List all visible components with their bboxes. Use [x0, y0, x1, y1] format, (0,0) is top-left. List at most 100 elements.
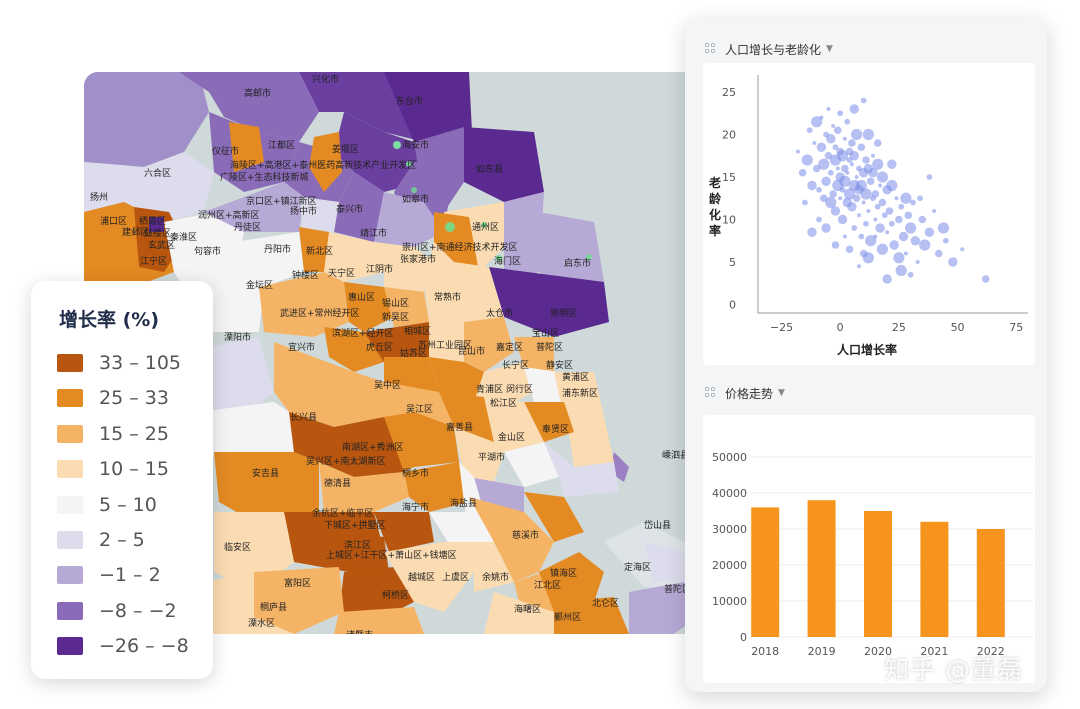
scatter-point[interactable]: [807, 227, 817, 237]
scatter-point[interactable]: [866, 209, 871, 213]
scatter-point[interactable]: [910, 199, 916, 206]
scatter-point[interactable]: [837, 214, 848, 225]
scatter-point[interactable]: [806, 127, 813, 134]
scatter-point[interactable]: [812, 164, 821, 173]
scatter-point[interactable]: [960, 247, 965, 252]
scatter-point[interactable]: [919, 239, 931, 251]
scatter-point[interactable]: [872, 158, 884, 170]
scatter-point[interactable]: [856, 264, 861, 269]
scatter-point[interactable]: [858, 233, 865, 240]
scatter-point[interactable]: [830, 206, 841, 216]
scatter-point[interactable]: [981, 275, 990, 283]
scatter-point[interactable]: [868, 168, 878, 178]
scatter-point[interactable]: [821, 176, 831, 186]
scatter-point[interactable]: [801, 154, 813, 166]
scatter-point[interactable]: [839, 175, 851, 187]
drag-handle-icon[interactable]: [705, 43, 717, 55]
scatter-point[interactable]: [851, 225, 858, 231]
scatter-point[interactable]: [918, 215, 927, 224]
scatter-point[interactable]: [807, 180, 817, 191]
scatter-point[interactable]: [878, 198, 887, 207]
scatter-point[interactable]: [876, 243, 889, 255]
scatter-point[interactable]: [863, 220, 869, 227]
scatter-point[interactable]: [838, 196, 843, 201]
scatter-point[interactable]: [917, 195, 923, 202]
scatter-point[interactable]: [860, 97, 867, 104]
scatter-point[interactable]: [841, 164, 849, 173]
scatter-point[interactable]: [818, 158, 830, 170]
scatter-point[interactable]: [903, 251, 908, 256]
scatter-point[interactable]: [839, 186, 846, 193]
scatter-point[interactable]: [847, 202, 857, 212]
scatter-point[interactable]: [831, 241, 840, 249]
bar[interactable]: [864, 511, 892, 637]
choropleth-map[interactable]: 高邮市 兴化市 东台市 六合区 仪征市 江都区 姜堰区 海安市 海陵区+高港区+泰州医药高新技术…: [84, 72, 744, 634]
scatter-point[interactable]: [852, 194, 861, 203]
scatter-point[interactable]: [932, 209, 937, 213]
scatter-point[interactable]: [948, 257, 958, 267]
scatter-point[interactable]: [832, 144, 839, 151]
scatter-point[interactable]: [844, 118, 851, 125]
scatter-point[interactable]: [862, 128, 874, 141]
scatter-point[interactable]: [821, 223, 831, 233]
scatter-point[interactable]: [856, 213, 861, 218]
scatter-point[interactable]: [816, 216, 822, 223]
scatter-point[interactable]: [843, 188, 856, 200]
scatter-point[interactable]: [795, 149, 800, 154]
scatter-point[interactable]: [811, 116, 823, 128]
scatter-point[interactable]: [898, 203, 905, 210]
scatter-point[interactable]: [885, 230, 890, 235]
scatter-point[interactable]: [904, 211, 913, 220]
scatter-point[interactable]: [887, 159, 897, 169]
scatter-point[interactable]: [855, 179, 867, 192]
scatter-point[interactable]: [924, 227, 935, 237]
scatter-point[interactable]: [905, 222, 917, 234]
scatter-point[interactable]: [871, 190, 880, 198]
scatter-point[interactable]: [827, 169, 834, 176]
scatter-point[interactable]: [871, 153, 876, 158]
scatter-point[interactable]: [889, 240, 899, 250]
scatter-point[interactable]: [812, 141, 817, 145]
scatter-point[interactable]: [866, 177, 875, 186]
scatter-point[interactable]: [845, 170, 850, 175]
scatter-point[interactable]: [851, 128, 863, 141]
scatter-point[interactable]: [848, 139, 856, 147]
scatter-point[interactable]: [895, 215, 903, 224]
scatter-point[interactable]: [934, 249, 943, 258]
scatter-point[interactable]: [888, 220, 895, 227]
scatter-point[interactable]: [886, 179, 898, 192]
scatter-point[interactable]: [837, 110, 844, 117]
scatter-point[interactable]: [873, 234, 878, 239]
scatter-header[interactable]: 人口增长与老龄化 ▼: [705, 39, 833, 59]
scatter-point[interactable]: [826, 134, 836, 144]
scatter-point[interactable]: [873, 139, 882, 147]
scatter-point[interactable]: [849, 104, 859, 114]
scatter-point[interactable]: [875, 223, 885, 233]
scatter-point[interactable]: [860, 188, 872, 200]
scatter-point[interactable]: [882, 274, 892, 284]
scatter-point[interactable]: [895, 264, 907, 277]
scatter-point[interactable]: [798, 168, 807, 177]
scatter-point[interactable]: [849, 162, 854, 167]
scatter-point[interactable]: [842, 136, 847, 141]
scatter-point[interactable]: [878, 183, 883, 188]
scatter-point[interactable]: [835, 166, 840, 171]
scatter-point[interactable]: [819, 115, 824, 120]
scatter-point[interactable]: [915, 260, 920, 264]
scatter-point[interactable]: [900, 192, 912, 204]
scatter-point[interactable]: [854, 175, 859, 179]
scatter-point[interactable]: [842, 234, 847, 239]
bar[interactable]: [976, 529, 1005, 637]
scatter-point[interactable]: [942, 237, 949, 244]
scatter-point[interactable]: [898, 231, 909, 242]
bar[interactable]: [920, 521, 949, 637]
scatter-point[interactable]: [876, 171, 889, 183]
scatter-point[interactable]: [816, 186, 822, 193]
scatter-point[interactable]: [937, 222, 950, 234]
scatter-point[interactable]: [894, 196, 899, 201]
scatter-point[interactable]: [857, 143, 866, 152]
scatter-point[interactable]: [907, 271, 914, 278]
scatter-point[interactable]: [826, 107, 831, 111]
